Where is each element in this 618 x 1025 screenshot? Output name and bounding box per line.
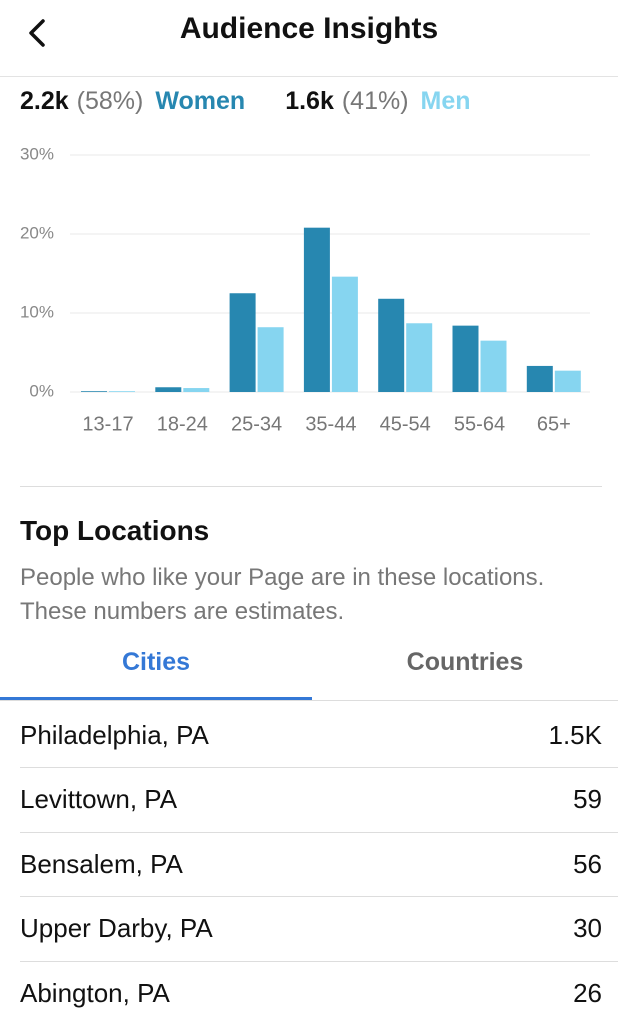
y-tick-label: 20%	[20, 223, 54, 242]
count: 2.2k	[20, 87, 69, 115]
divider	[0, 76, 618, 77]
tab-countries[interactable]: Countries	[406, 648, 524, 676]
location-count: 30	[573, 913, 602, 943]
share: (41%)	[341, 87, 409, 115]
bar	[406, 323, 433, 392]
chart: 0% 10% 20% 30% 13-17 18-24 25-34 35-44 45-54 55-6…	[20, 144, 590, 435]
location-name: Philadelphia, PA	[20, 719, 209, 750]
row-separator	[20, 960, 618, 962]
location-count: 56	[573, 848, 602, 879]
bar	[480, 340, 507, 392]
row-separator	[20, 831, 618, 833]
location-row: Upper Darby, PA 30	[20, 897, 602, 961]
page-title: Audience Insights	[179, 12, 439, 45]
divider	[20, 486, 602, 487]
x-tick-label: 65+	[537, 413, 571, 435]
row-separator	[20, 896, 618, 897]
location-name: Upper Darby, PA	[20, 913, 213, 943]
bar	[183, 388, 210, 392]
y-tick-label: 0%	[29, 381, 54, 400]
bar	[81, 391, 107, 392]
tab-cities[interactable]: Cities	[121, 648, 191, 676]
y-tick-label: 30%	[20, 144, 54, 163]
bar	[452, 325, 479, 392]
back-button[interactable]	[26, 18, 50, 48]
location-count: 26	[573, 977, 602, 1008]
bar	[554, 370, 581, 392]
bar	[378, 298, 405, 392]
bar	[257, 327, 284, 392]
legend-label: Women	[155, 87, 246, 115]
x-tick-label: 35-44	[305, 413, 356, 435]
legend-label: Men	[420, 87, 471, 115]
location-count: 59	[573, 784, 602, 814]
y-tick-label: 10%	[20, 302, 54, 321]
bar	[526, 365, 553, 392]
bar	[109, 391, 135, 392]
location-name: Bensalem, PA	[20, 848, 183, 879]
location-row: Bensalem, PA 56	[20, 832, 602, 896]
legend-entry: 1.6k (41%) Men	[285, 87, 470, 116]
x-tick-label: 45-54	[380, 413, 431, 435]
row-separator	[20, 767, 618, 768]
divider	[0, 700, 618, 701]
location-row: Levittown, PA 59	[20, 768, 602, 832]
x-tick-label: 55-64	[454, 413, 505, 435]
x-tick-label: 18-24	[157, 413, 208, 435]
x-tick-label: 13-17	[82, 413, 133, 435]
location-row: Abington, PA 26	[20, 961, 602, 1025]
count: 1.6k	[285, 87, 334, 115]
section-title: Top Locations	[20, 515, 210, 546]
bar	[303, 227, 330, 392]
share: (58%)	[76, 87, 144, 115]
location-name: Abington, PA	[20, 977, 170, 1008]
location-name: Levittown, PA	[20, 784, 178, 814]
summary: 2.2k (58%) Women 1.6k (41%) Men	[20, 87, 471, 116]
bar	[331, 276, 358, 392]
bar	[229, 293, 256, 392]
x-tick-label: 25-34	[231, 413, 282, 435]
legend-entry: 2.2k (58%) Women	[20, 87, 245, 116]
location-count: 1.5K	[548, 719, 603, 750]
section-description: People who like your Page are in these l…	[20, 564, 545, 625]
location-row: Philadelphia, PA 1.5K	[20, 703, 602, 767]
bar	[155, 387, 182, 392]
tab-indicator	[0, 697, 312, 700]
